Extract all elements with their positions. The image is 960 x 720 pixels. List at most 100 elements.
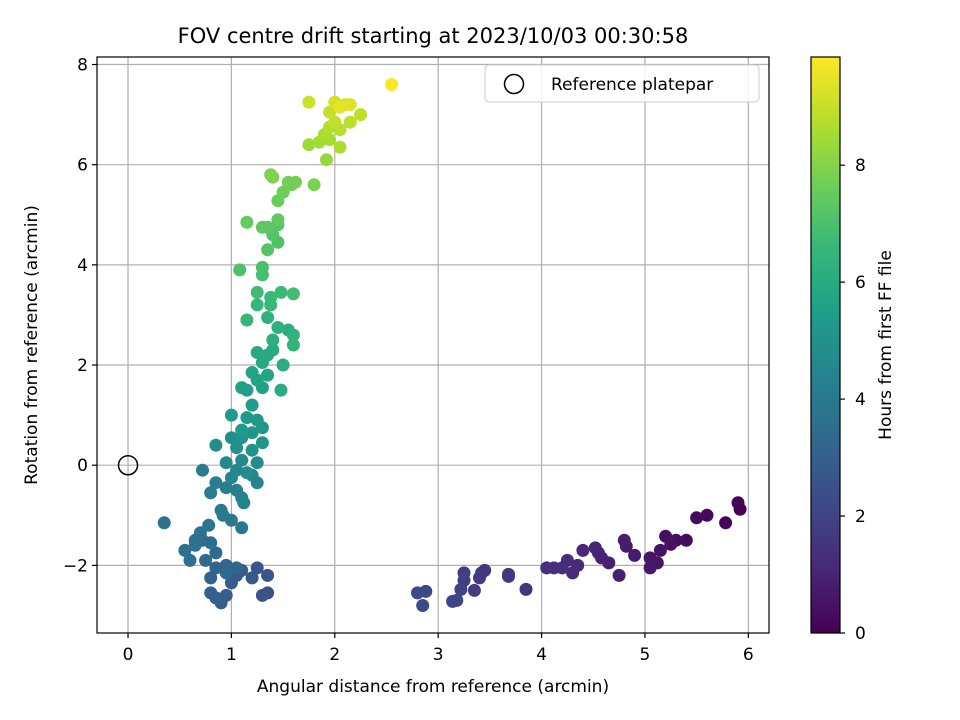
data-point (188, 538, 202, 552)
data-point (266, 343, 280, 357)
data-point (193, 526, 207, 540)
reference-platepar-marker (117, 454, 139, 476)
y-tick-label: 0 (77, 456, 88, 476)
x-tick-label: 3 (433, 645, 444, 665)
data-point (204, 586, 218, 600)
data-point (240, 411, 254, 425)
data-point (566, 566, 580, 580)
data-point (209, 476, 223, 490)
data-point (255, 588, 269, 602)
data-point (617, 533, 631, 547)
data-point (354, 108, 368, 122)
data-point (333, 140, 347, 154)
data-point (261, 368, 275, 382)
data-point (588, 541, 602, 555)
data-point (250, 456, 264, 470)
colorbar-tick-label: 0 (855, 624, 866, 644)
data-point (255, 436, 269, 450)
data-point (576, 543, 590, 557)
data-point (328, 115, 342, 129)
data-point (266, 333, 280, 347)
x-tick-label: 4 (536, 645, 547, 665)
x-tick-label: 0 (123, 645, 134, 665)
data-point (235, 453, 249, 467)
data-point (502, 569, 515, 583)
data-point (540, 561, 554, 575)
colorbar-tick-label: 2 (855, 507, 866, 527)
data-point (202, 518, 216, 532)
data-point (230, 441, 244, 455)
data-point (219, 456, 233, 470)
data-point (519, 582, 533, 596)
data-point (224, 408, 238, 422)
data-point (274, 383, 288, 397)
data-point (237, 496, 251, 510)
data-point (385, 78, 399, 91)
colorbar-tick-label: 4 (855, 390, 866, 410)
data-point (679, 533, 693, 547)
data-point (276, 185, 290, 199)
data-point (209, 561, 223, 575)
data-point (240, 466, 254, 480)
data-point (245, 571, 259, 585)
data-point (690, 511, 704, 525)
data-point (157, 516, 171, 530)
data-point (224, 431, 238, 445)
data-point (653, 543, 667, 557)
data-point (733, 502, 747, 516)
data-point (307, 178, 321, 192)
x-tick-label: 2 (329, 645, 340, 665)
data-point (250, 285, 264, 299)
data-point (209, 438, 223, 452)
data-point (250, 346, 264, 359)
data-point (271, 213, 285, 227)
data-point (467, 583, 481, 597)
x-tick-label: 5 (640, 645, 651, 665)
data-point (245, 443, 259, 457)
data-point (235, 521, 249, 535)
data-point (454, 582, 468, 596)
data-point (271, 321, 285, 334)
data-point (250, 298, 264, 312)
data-point (700, 508, 714, 522)
data-point (196, 463, 209, 477)
data-point (233, 263, 247, 277)
data-point (343, 98, 357, 112)
data-point (255, 220, 269, 234)
data-point (320, 153, 333, 167)
data-point (240, 313, 254, 327)
y-axis-label: Rotation from reference (arcmin) (22, 205, 42, 485)
data-point (204, 571, 218, 585)
data-point (274, 285, 288, 299)
colorbar-gradient (810, 56, 841, 634)
data-point (183, 553, 197, 567)
data-point (323, 105, 337, 119)
y-tick-label: 6 (77, 156, 88, 176)
y-tick-label: −2 (63, 556, 88, 576)
data-point (446, 594, 460, 608)
data-point (612, 568, 626, 582)
data-point (302, 95, 316, 109)
colorbar: 0 2 4 6 8 Hours from first FF file (810, 56, 896, 644)
data-point (343, 115, 357, 129)
data-point (286, 338, 300, 352)
legend-marker (503, 73, 525, 95)
data-point (178, 543, 192, 557)
data-point (219, 566, 233, 580)
legend: Reference platepar (484, 64, 760, 103)
x-tick-label: 1 (226, 645, 237, 665)
y-axis-ticks: −2 0 2 4 6 8 (63, 56, 97, 576)
data-point (276, 358, 290, 372)
legend-label: Reference platepar (551, 75, 713, 95)
data-point (266, 170, 280, 184)
data-point (719, 516, 733, 530)
y-tick-label: 4 (77, 256, 88, 276)
colorbar-tick-label: 6 (855, 273, 866, 293)
x-tick-label: 6 (743, 645, 754, 665)
data-point (416, 599, 430, 612)
data-point (264, 290, 278, 304)
data-point (224, 576, 238, 590)
y-tick-label: 8 (77, 56, 88, 76)
legend-box (484, 64, 760, 103)
data-point (230, 463, 244, 477)
